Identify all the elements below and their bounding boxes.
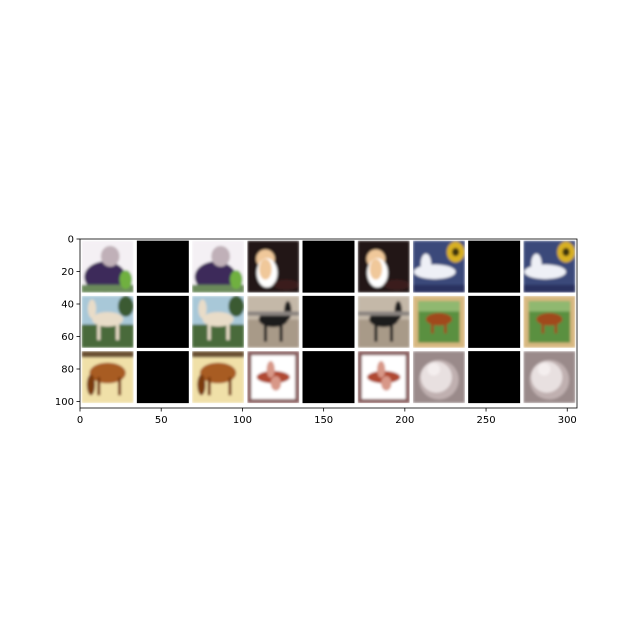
x-tick-label: 300	[558, 415, 577, 426]
image-tile-airplane-with-emblem	[523, 240, 576, 293]
masked-tile	[468, 240, 521, 293]
x-tick-label: 50	[155, 415, 168, 426]
image-tile-dark-horse	[357, 295, 410, 348]
x-tick-label: 250	[476, 415, 495, 426]
image-tile-person-and-horse-blurry	[192, 240, 245, 293]
x-tick-label: 200	[395, 415, 414, 426]
y-tick-label: 60	[61, 332, 74, 343]
y-tick-label: 20	[61, 267, 74, 278]
x-tick-label: 100	[233, 415, 252, 426]
masked-tile	[136, 351, 189, 404]
masked-tile	[302, 240, 355, 293]
y-tick-label: 40	[61, 300, 74, 311]
masked-tile	[302, 351, 355, 404]
axes: 0 50 100 150 200 250 300 0 20 40 60 80 100	[55, 235, 578, 426]
y-tick-label: 100	[55, 397, 74, 408]
image-tile-brown-horse-grazing	[192, 351, 245, 404]
image-tile-white-horse	[192, 295, 245, 348]
image-tile-white-fluffy-cat	[523, 351, 576, 404]
image-tile-brown-horse-grazing	[81, 351, 134, 404]
masked-tile	[468, 351, 521, 404]
image-tile-airplane-with-emblem	[412, 240, 465, 293]
image-tile-red-airplane-framed	[357, 351, 410, 404]
x-tick-label: 150	[314, 415, 333, 426]
image-tile-horse-painting-framed	[412, 295, 465, 348]
masked-tile	[468, 295, 521, 348]
plot-frame	[79, 238, 578, 409]
image-tile-orange-white-cat	[357, 240, 410, 293]
tile-grid	[80, 239, 577, 408]
image-tile-dark-horse	[247, 295, 300, 348]
image-tile-horse-painting-framed	[523, 295, 576, 348]
x-tick-label: 0	[77, 415, 83, 426]
image-tile-white-horse	[81, 295, 134, 348]
masked-tile	[302, 295, 355, 348]
masked-tile	[136, 240, 189, 293]
image-tile-red-airplane-framed	[247, 351, 300, 404]
masked-tile	[136, 295, 189, 348]
image-tile-orange-white-cat	[247, 240, 300, 293]
image-tile-person-and-horse-blurry	[81, 240, 134, 293]
y-tick-label: 0	[68, 235, 74, 246]
image-tile-white-fluffy-cat	[412, 351, 465, 404]
y-tick-label: 80	[61, 365, 74, 376]
